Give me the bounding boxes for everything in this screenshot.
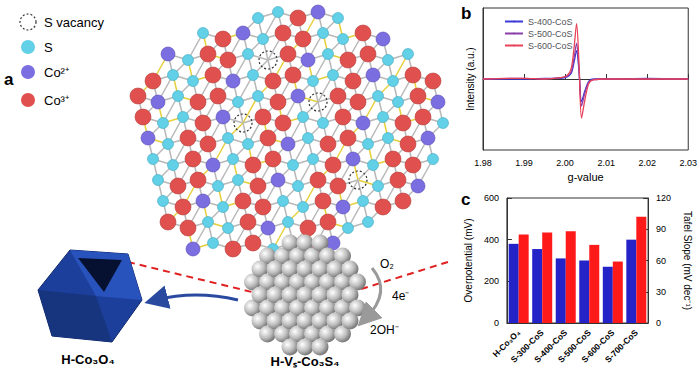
svg-text:120: 120 xyxy=(656,193,671,203)
svg-text:S: S xyxy=(44,40,53,55)
svg-text:1.99: 1.99 xyxy=(515,158,533,168)
html-text:b: b xyxy=(461,4,472,23)
svg-text:S-600-CoS: S-600-CoS xyxy=(528,41,573,51)
svg-text:600: 600 xyxy=(484,193,499,203)
svg-text:1.98: 1.98 xyxy=(474,158,492,168)
svg-text:Overpotential (mV): Overpotential (mV) xyxy=(463,219,474,303)
svg-text:2.02: 2.02 xyxy=(638,158,656,168)
svg-text:S vacancy: S vacancy xyxy=(44,15,104,30)
svg-text:S-700-CoS: S-700-CoS xyxy=(603,327,640,364)
svg-text:0: 0 xyxy=(494,318,499,328)
svg-text:g-value: g-value xyxy=(568,171,604,183)
svg-text:2.03: 2.03 xyxy=(679,158,697,168)
svg-text:400: 400 xyxy=(484,235,499,245)
svg-text:Tafel Slope (mV dec⁻¹): Tafel Slope (mV dec⁻¹) xyxy=(682,211,693,310)
svg-text:S-500-CoS: S-500-CoS xyxy=(555,327,593,365)
svg-text:H-Co₃O₄: H-Co₃O₄ xyxy=(61,352,114,367)
svg-text:200: 200 xyxy=(484,276,499,286)
svg-text:0: 0 xyxy=(656,318,661,328)
svg-text:60: 60 xyxy=(656,256,666,266)
svg-text:2OH⁻: 2OH⁻ xyxy=(370,323,399,337)
svg-text:Co³⁺: Co³⁺ xyxy=(44,93,69,108)
svg-text:Co²⁺: Co²⁺ xyxy=(44,65,69,80)
svg-text:30: 30 xyxy=(656,287,666,297)
svg-text:2.00: 2.00 xyxy=(556,158,574,168)
svg-text:2.01: 2.01 xyxy=(597,158,615,168)
svg-text:O₂: O₂ xyxy=(380,257,394,271)
html-text:c: c xyxy=(461,190,471,209)
svg-text:Intensity (a.u.): Intensity (a.u.) xyxy=(465,47,476,110)
svg-text:S-300-CoS: S-300-CoS xyxy=(508,327,546,365)
html-text:a: a xyxy=(4,70,14,89)
svg-text:H-Vₛ-Co₃S₄: H-Vₛ-Co₃S₄ xyxy=(271,354,340,369)
svg-text:S-500-CoS: S-500-CoS xyxy=(528,29,573,39)
svg-text:S-400-CoS: S-400-CoS xyxy=(532,327,570,365)
svg-text:S-600-CoS: S-600-CoS xyxy=(579,327,617,365)
svg-text:90: 90 xyxy=(656,224,666,234)
svg-text:4e⁻: 4e⁻ xyxy=(392,289,409,303)
svg-text:H-Co₃O₄: H-Co₃O₄ xyxy=(490,327,523,360)
svg-text:S-400-CoS: S-400-CoS xyxy=(528,17,573,27)
